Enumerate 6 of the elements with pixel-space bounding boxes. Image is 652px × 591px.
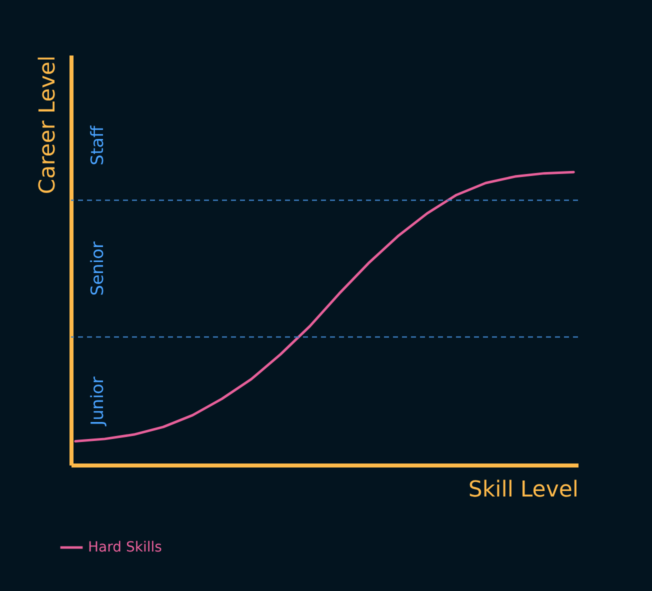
y-axis-title: Career Level — [36, 56, 60, 194]
x-axis-title: Skill Level — [468, 478, 578, 502]
legend-label: Hard Skills — [88, 540, 162, 556]
text: Staff — [88, 124, 108, 166]
annotation: Junior — [88, 376, 108, 426]
annotation: Senior — [88, 242, 108, 296]
